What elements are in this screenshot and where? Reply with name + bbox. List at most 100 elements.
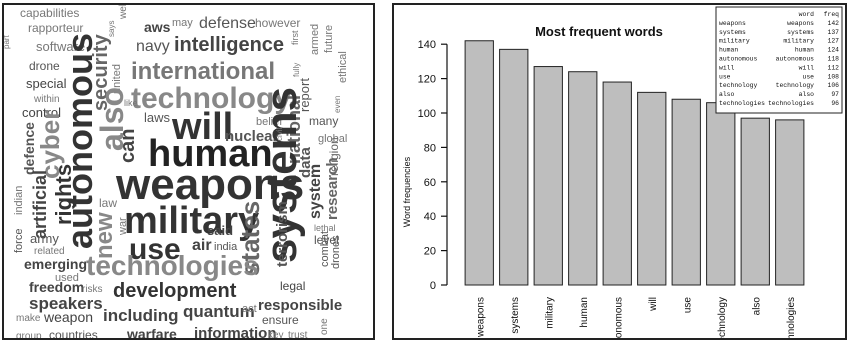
legend-row-name: human xyxy=(719,47,738,54)
cloud-word-autonomous: autonomous xyxy=(59,33,100,249)
x-tick-label: systems xyxy=(510,297,521,334)
bar-systems xyxy=(499,48,529,286)
bar-chart-panel: Most frequent words Word frequencies 0 20 40… xyxy=(392,3,847,340)
cloud-word-special: special xyxy=(26,76,67,91)
cloud-word-even: even xyxy=(333,96,342,113)
cloud-word-countries: countries xyxy=(49,328,98,338)
cloud-word-security: security xyxy=(90,33,112,111)
y-tick-label: 40 xyxy=(424,211,436,223)
legend-row-word: technology xyxy=(776,82,815,89)
x-tick-label: also xyxy=(751,297,762,316)
cloud-word-drone: drone xyxy=(29,59,60,73)
cloud-word-rapporteur: rapporteur xyxy=(28,21,83,35)
cloud-word-new: new xyxy=(91,212,118,259)
cloud-word-act: act xyxy=(242,303,257,315)
cloud-word-laws: laws xyxy=(144,110,171,125)
cloud-word-ethical: ethical xyxy=(337,51,349,83)
cloud-word-capabilities: capabilities xyxy=(20,6,79,20)
x-tick-label: weapons xyxy=(475,297,486,338)
legend-row-freq: 108 xyxy=(827,73,839,80)
bar-technology xyxy=(706,102,736,286)
cloud-word-drones: drones xyxy=(330,235,342,269)
legend-row-word: military xyxy=(783,38,814,45)
y-axis-label: Word frequencies xyxy=(402,156,412,227)
legend-row-word: technologies xyxy=(768,100,814,107)
y-tick-label: 120 xyxy=(418,74,436,86)
word-cloud-panel: capabilities rapporteur software aws may defe… xyxy=(2,3,375,340)
legend-header-freq: freq xyxy=(824,11,840,18)
legend-row-name: technology xyxy=(719,82,758,89)
bar-will xyxy=(637,91,667,286)
cloud-word-level: level xyxy=(314,233,339,247)
cloud-word-indian: indian xyxy=(13,186,25,215)
cloud-word-systems: systems xyxy=(257,87,306,263)
bar-military xyxy=(533,66,563,286)
cloud-word-key: key xyxy=(268,330,284,338)
cloud-word-cyber: cyber xyxy=(35,110,65,179)
cloud-word-legal: legal xyxy=(280,279,305,293)
cloud-word-may: may xyxy=(172,17,193,29)
legend-row-freq: 127 xyxy=(827,38,839,45)
cloud-word-weapon: weapon xyxy=(43,309,93,325)
legend-row-name: systems xyxy=(719,29,746,36)
cloud-word-force: force xyxy=(13,229,25,253)
bar-human xyxy=(568,71,598,286)
cloud-word-well: well xyxy=(118,5,129,20)
cloud-word-aws: aws xyxy=(144,19,171,35)
x-tick-label: human xyxy=(579,297,590,328)
legend-box xyxy=(715,6,843,114)
cloud-word-control: control xyxy=(22,105,61,120)
cloud-word-use: use xyxy=(129,233,181,266)
legend-row-freq: 118 xyxy=(827,56,839,63)
cloud-word-trust: trust xyxy=(288,330,308,338)
cloud-word-law: law xyxy=(99,196,117,210)
cloud-word-report: report xyxy=(297,78,312,112)
y-tick-label: 100 xyxy=(418,108,436,120)
legend-row-name: use xyxy=(719,73,731,80)
cloud-word-make: make xyxy=(16,313,41,324)
cloud-word-navy: navy xyxy=(136,38,170,55)
legend-row-word: also xyxy=(799,91,815,98)
cloud-word-states: states xyxy=(235,201,265,276)
legend-row-freq: 97 xyxy=(831,91,839,98)
cloud-word-group: group xyxy=(16,331,42,338)
cloud-word-used: used xyxy=(55,272,79,284)
cloud-word-information: information xyxy=(194,325,277,338)
cloud-word-will: will xyxy=(171,106,233,148)
cloud-word-air: air xyxy=(192,237,212,254)
cloud-word-combat: combat xyxy=(319,231,331,267)
cloud-word-rights: rights xyxy=(51,164,76,225)
cloud-word-research: research xyxy=(324,157,341,220)
cloud-word-army: army xyxy=(30,231,59,246)
y-tick-label: 20 xyxy=(424,246,436,258)
legend-row-name: also xyxy=(719,91,735,98)
cloud-word-freedom: freedom xyxy=(29,279,84,295)
cloud-word-india: india xyxy=(214,241,238,253)
cloud-word-risks: risks xyxy=(82,284,103,295)
cloud-word-data: data xyxy=(297,147,314,179)
y-tick-label: 60 xyxy=(424,177,436,189)
legend-row-word: use xyxy=(802,73,814,80)
cloud-word-responsible: responsible xyxy=(258,297,342,314)
cloud-word-also: also xyxy=(94,87,130,151)
cloud-word-lethal: lethal xyxy=(314,223,336,233)
cloud-word-software: software xyxy=(36,39,85,54)
cloud-word-military: military xyxy=(124,200,259,242)
x-tick-label: military xyxy=(544,297,555,329)
cloud-word-global: global xyxy=(318,133,347,145)
cloud-word-belief: belief xyxy=(256,116,283,128)
cloud-word-nuclear: nuclear xyxy=(225,128,279,145)
cloud-word-warfare: warfare xyxy=(126,326,177,338)
cloud-word-like: like xyxy=(124,98,138,108)
legend-row-name: weapons xyxy=(719,20,746,27)
y-tick-label: 140 xyxy=(418,39,436,51)
legend-row-word: will xyxy=(799,64,815,71)
cloud-word-says: says xyxy=(107,21,116,37)
cloud-word-artificial: artificial xyxy=(30,170,50,239)
cloud-word-armed: armed xyxy=(309,24,321,55)
cloud-word-terrorism: terrorism xyxy=(274,201,291,267)
legend-row-name: autonomous xyxy=(719,56,758,63)
cloud-word-weapons: weapons xyxy=(115,160,304,209)
legend-row-freq: 96 xyxy=(831,100,839,107)
